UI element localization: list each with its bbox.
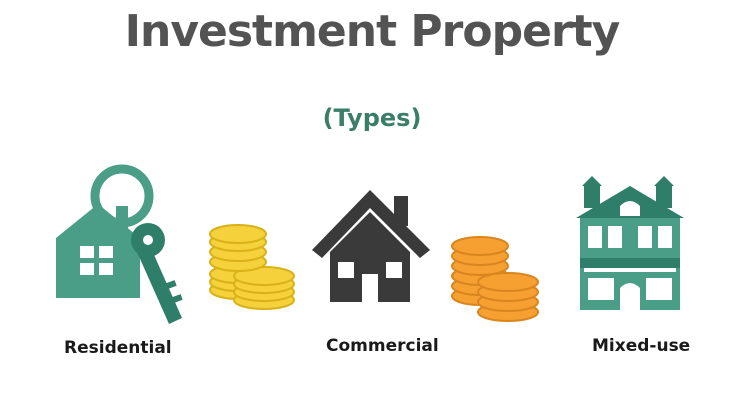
page-title: Investment Property: [124, 6, 621, 57]
orange-coin-stack-icon: [451, 236, 539, 322]
mixed-use-building-icon: [576, 176, 684, 310]
house-with-key-icon: [56, 164, 183, 324]
residential-label: Residential: [64, 338, 172, 358]
yellow-coin-stack-icon: [209, 224, 295, 310]
mixed-use-label: Mixed-use: [592, 336, 691, 356]
commercial-label: Commercial: [326, 336, 439, 356]
commercial-house-icon: [312, 190, 430, 302]
page-subtitle: (Types): [322, 104, 422, 132]
